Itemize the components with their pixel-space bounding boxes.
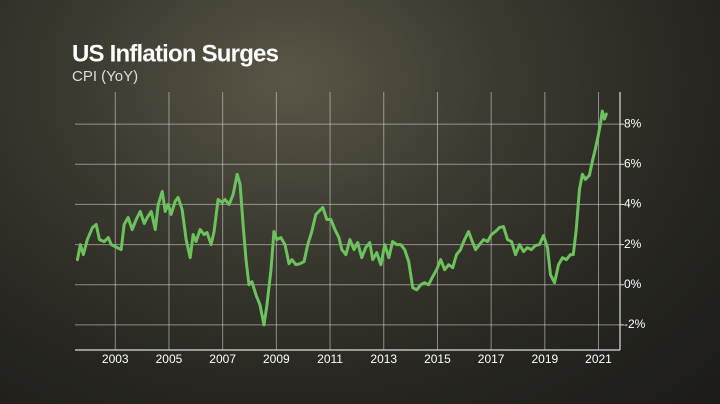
x-tick-label: 2009 (263, 352, 290, 366)
chart-subtitle: CPI (YoY) (72, 68, 138, 85)
y-tick-label: 4% (624, 197, 642, 211)
line (75, 109, 608, 327)
x-tick-label: 2017 (478, 352, 505, 366)
chart-title: US Inflation Surges (72, 40, 279, 67)
x-tick-label: 2005 (156, 352, 183, 366)
y-tick-label: 8% (624, 116, 642, 130)
x-tick-label: 2003 (102, 352, 129, 366)
y-tick-label: 6% (624, 156, 642, 170)
y-tick-label: 0% (624, 277, 642, 291)
y-tick-label: -2% (624, 317, 646, 331)
x-tick-label: 2013 (370, 352, 397, 366)
x-tick-label: 2019 (531, 352, 558, 366)
y-tick-label: 2% (624, 237, 642, 251)
x-tick-label: 2021 (585, 352, 612, 366)
x-tick-label: 2007 (209, 352, 236, 366)
x-tick-label: 2011 (317, 352, 343, 366)
x-tick-label: 2015 (424, 352, 451, 366)
